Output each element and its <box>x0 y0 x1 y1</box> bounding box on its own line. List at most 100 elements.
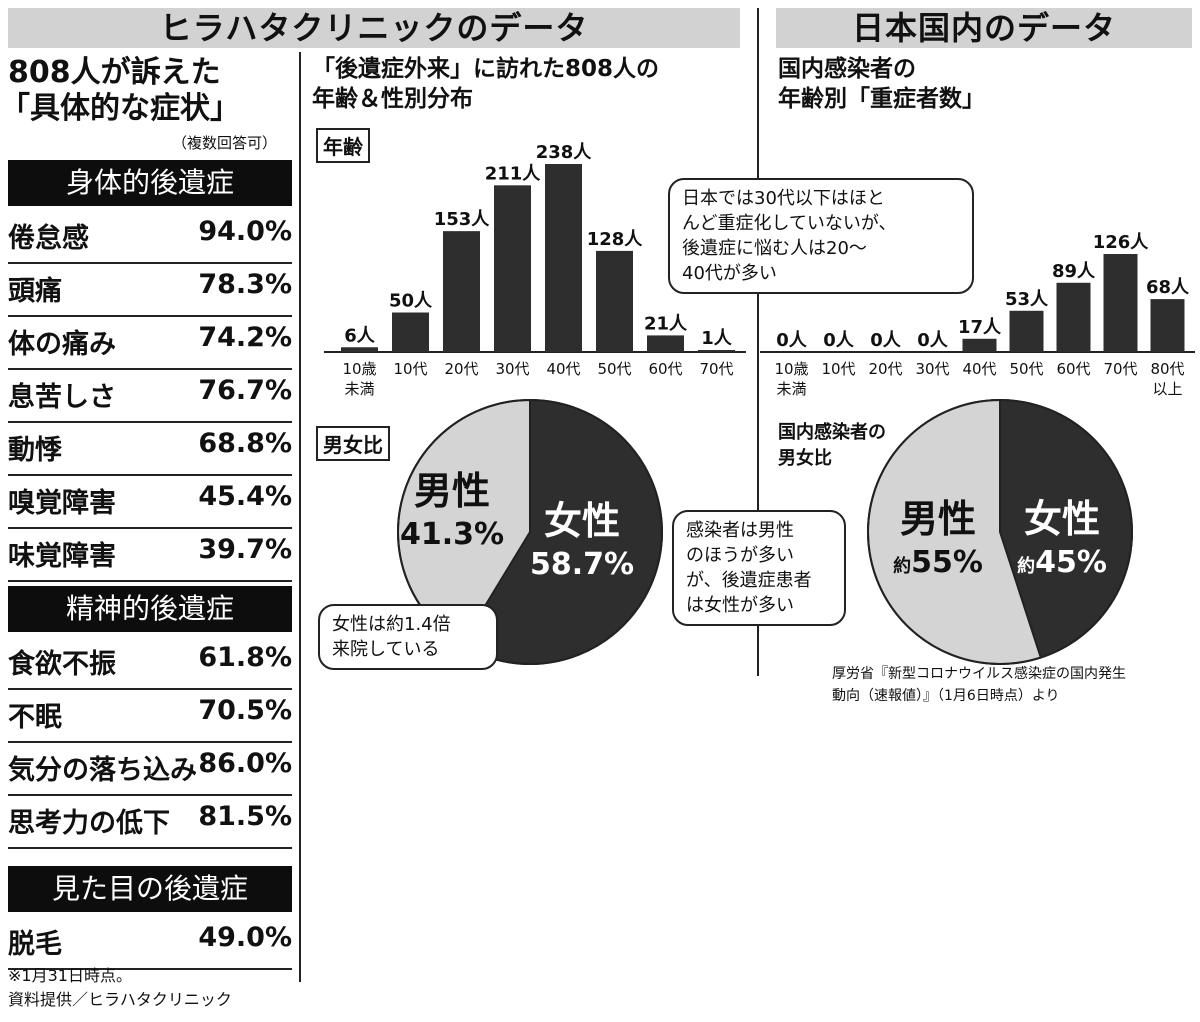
symptom-label: 思考力の低下 <box>8 808 170 839</box>
bar <box>1009 310 1044 352</box>
bar <box>443 231 480 352</box>
bar <box>341 347 378 352</box>
sex-box-label: 男女比 <box>316 426 390 461</box>
category-header: 見た目の後遺症 <box>8 866 292 912</box>
category-tick-label: 50代 <box>1009 360 1043 378</box>
symptom-row: 不眠 70.5% <box>8 689 292 743</box>
pie-value-number: 45% <box>1035 545 1107 580</box>
category-tick-label: 以上 <box>1152 380 1182 398</box>
symptom-percent: 74.2% <box>198 322 292 353</box>
female-ratio-bubble: 女性は約1.4倍 来院している <box>318 604 498 670</box>
symptom-label: 味覚障害 <box>8 541 116 572</box>
pie-value-prefix: 約 <box>1017 555 1035 577</box>
age-note-bubble: 日本では30代以下はほと んど重症化していないが、 後遺症に悩む人は20〜 40… <box>668 178 974 294</box>
bar-value-label: 68人 <box>1146 277 1190 298</box>
category-tick-label: 10代 <box>393 360 427 378</box>
bar-value-label: 89人 <box>1052 261 1096 282</box>
infected-note-bubble: 感染者は男性 のほうが多い が、後遺症患者 は女性が多い <box>672 510 846 626</box>
symptom-percent: 81.5% <box>198 801 292 832</box>
female-ratio-line: 女性は約1.4倍 <box>332 614 451 635</box>
divider-left <box>299 52 301 982</box>
pie-slice-label: 女性 <box>1024 497 1100 541</box>
category-tick-label: 10歳 <box>774 360 808 378</box>
category-tick-label: 10歳 <box>342 360 376 378</box>
symptom-percent: 49.0% <box>198 922 292 953</box>
pie-slice-value: 41.3% <box>400 517 504 552</box>
bar-value-label: 17人 <box>958 317 1002 338</box>
pie-slice-value: 58.7% <box>530 547 634 582</box>
symptom-row: 頭痛 78.3% <box>8 263 292 317</box>
symptom-percent: 70.5% <box>198 695 292 726</box>
divider-right <box>757 8 759 676</box>
pie-value-number: 55% <box>911 545 983 580</box>
pie-outline <box>397 399 663 665</box>
symptom-label: 嗅覚障害 <box>8 488 116 519</box>
bar-value-label: 0人 <box>823 330 855 351</box>
bar <box>392 312 429 352</box>
bar-value-label: 126人 <box>1093 232 1150 253</box>
category-tick-label: 70代 <box>1103 360 1137 378</box>
clinic-data-header: ヒラハタクリニックのデータ <box>8 8 740 48</box>
age-box-label: 年齢 <box>316 128 370 163</box>
bar-value-label: 6人 <box>344 325 376 346</box>
symptom-label: 倦怠感 <box>8 223 89 254</box>
symptom-percent: 61.8% <box>198 642 292 673</box>
symptom-label: 動悸 <box>8 435 62 466</box>
bar <box>596 250 633 352</box>
bar-value-label: 153人 <box>434 209 491 230</box>
bar-value-label: 21人 <box>644 313 688 334</box>
category-tick-label: 60代 <box>648 360 682 378</box>
age-note-line: 日本では30代以下はほと <box>682 188 885 209</box>
bar-value-label: 50人 <box>389 291 433 312</box>
pie-slice-label: 女性 <box>544 499 620 543</box>
symptom-label: 不眠 <box>8 702 62 733</box>
bar <box>698 350 735 352</box>
clinic-age-title-line2: 年齢＆性別分布 <box>312 86 473 112</box>
symptoms-title-line1: 808人が訴えた <box>8 55 221 90</box>
symptom-row: 気分の落ち込み 86.0% <box>8 742 292 796</box>
bar <box>545 164 582 352</box>
infected-note-line: は女性が多い <box>686 595 794 616</box>
symptom-label: 脱毛 <box>8 929 62 960</box>
japan-severe-title-line2: 年齢別「重症者数」 <box>778 86 985 112</box>
category-tick-label: 30代 <box>915 360 949 378</box>
symptom-label: 気分の落ち込み <box>8 755 197 786</box>
category-tick-label: 80代 <box>1150 360 1184 378</box>
clinic-age-title-line1: 「後遺症外来」に訪れた808人の <box>312 56 660 82</box>
symptom-row: 息苦しさ 76.7% <box>8 369 292 423</box>
pie-slice-value: 約55% <box>893 545 983 580</box>
japan-sex-title-line1: 国内感染者の <box>778 422 886 443</box>
symptom-row: 味覚障害 39.7% <box>8 528 292 582</box>
category-tick-label: 40代 <box>546 360 580 378</box>
age-note-line: んど重症化していないが、 <box>682 213 897 234</box>
bar <box>494 185 531 352</box>
symptom-label: 食欲不振 <box>8 649 116 680</box>
bar-value-label: 0人 <box>870 330 902 351</box>
bar <box>647 335 684 352</box>
age-note-line: 後遺症に悩む人は20〜 <box>682 238 867 259</box>
symptoms-note: （複数回答可） <box>172 134 278 152</box>
category-tick-label: 未満 <box>776 380 806 398</box>
category-header: 精神的後遺症 <box>8 586 292 632</box>
bar-value-label: 238人 <box>536 142 593 163</box>
symptom-percent: 86.0% <box>198 748 292 779</box>
bar <box>1150 299 1185 352</box>
symptom-row: 嗅覚障害 45.4% <box>8 475 292 529</box>
japan-sex-title-line2: 男女比 <box>778 448 832 469</box>
footnote-date: ※1月31日時点。 <box>8 966 132 985</box>
bar-value-label: 0人 <box>917 330 949 351</box>
bar-value-label: 128人 <box>587 229 644 250</box>
bar <box>1056 282 1091 352</box>
symptom-label: 頭痛 <box>8 276 62 307</box>
pie-value-prefix: 約 <box>893 555 911 577</box>
bar-value-label: 211人 <box>485 163 542 184</box>
category-tick-label: 20代 <box>444 360 478 378</box>
symptom-percent: 78.3% <box>198 269 292 300</box>
pie-outline <box>867 399 1133 665</box>
bar-value-label: 1人 <box>701 328 733 349</box>
clinic-sex-pie-chart: 男性 41.3% 女性 58.7% <box>397 398 663 665</box>
source-note-line2: 動向（速報値）』（1月6日時点）より <box>832 688 1060 704</box>
category-tick-label: 70代 <box>699 360 733 378</box>
